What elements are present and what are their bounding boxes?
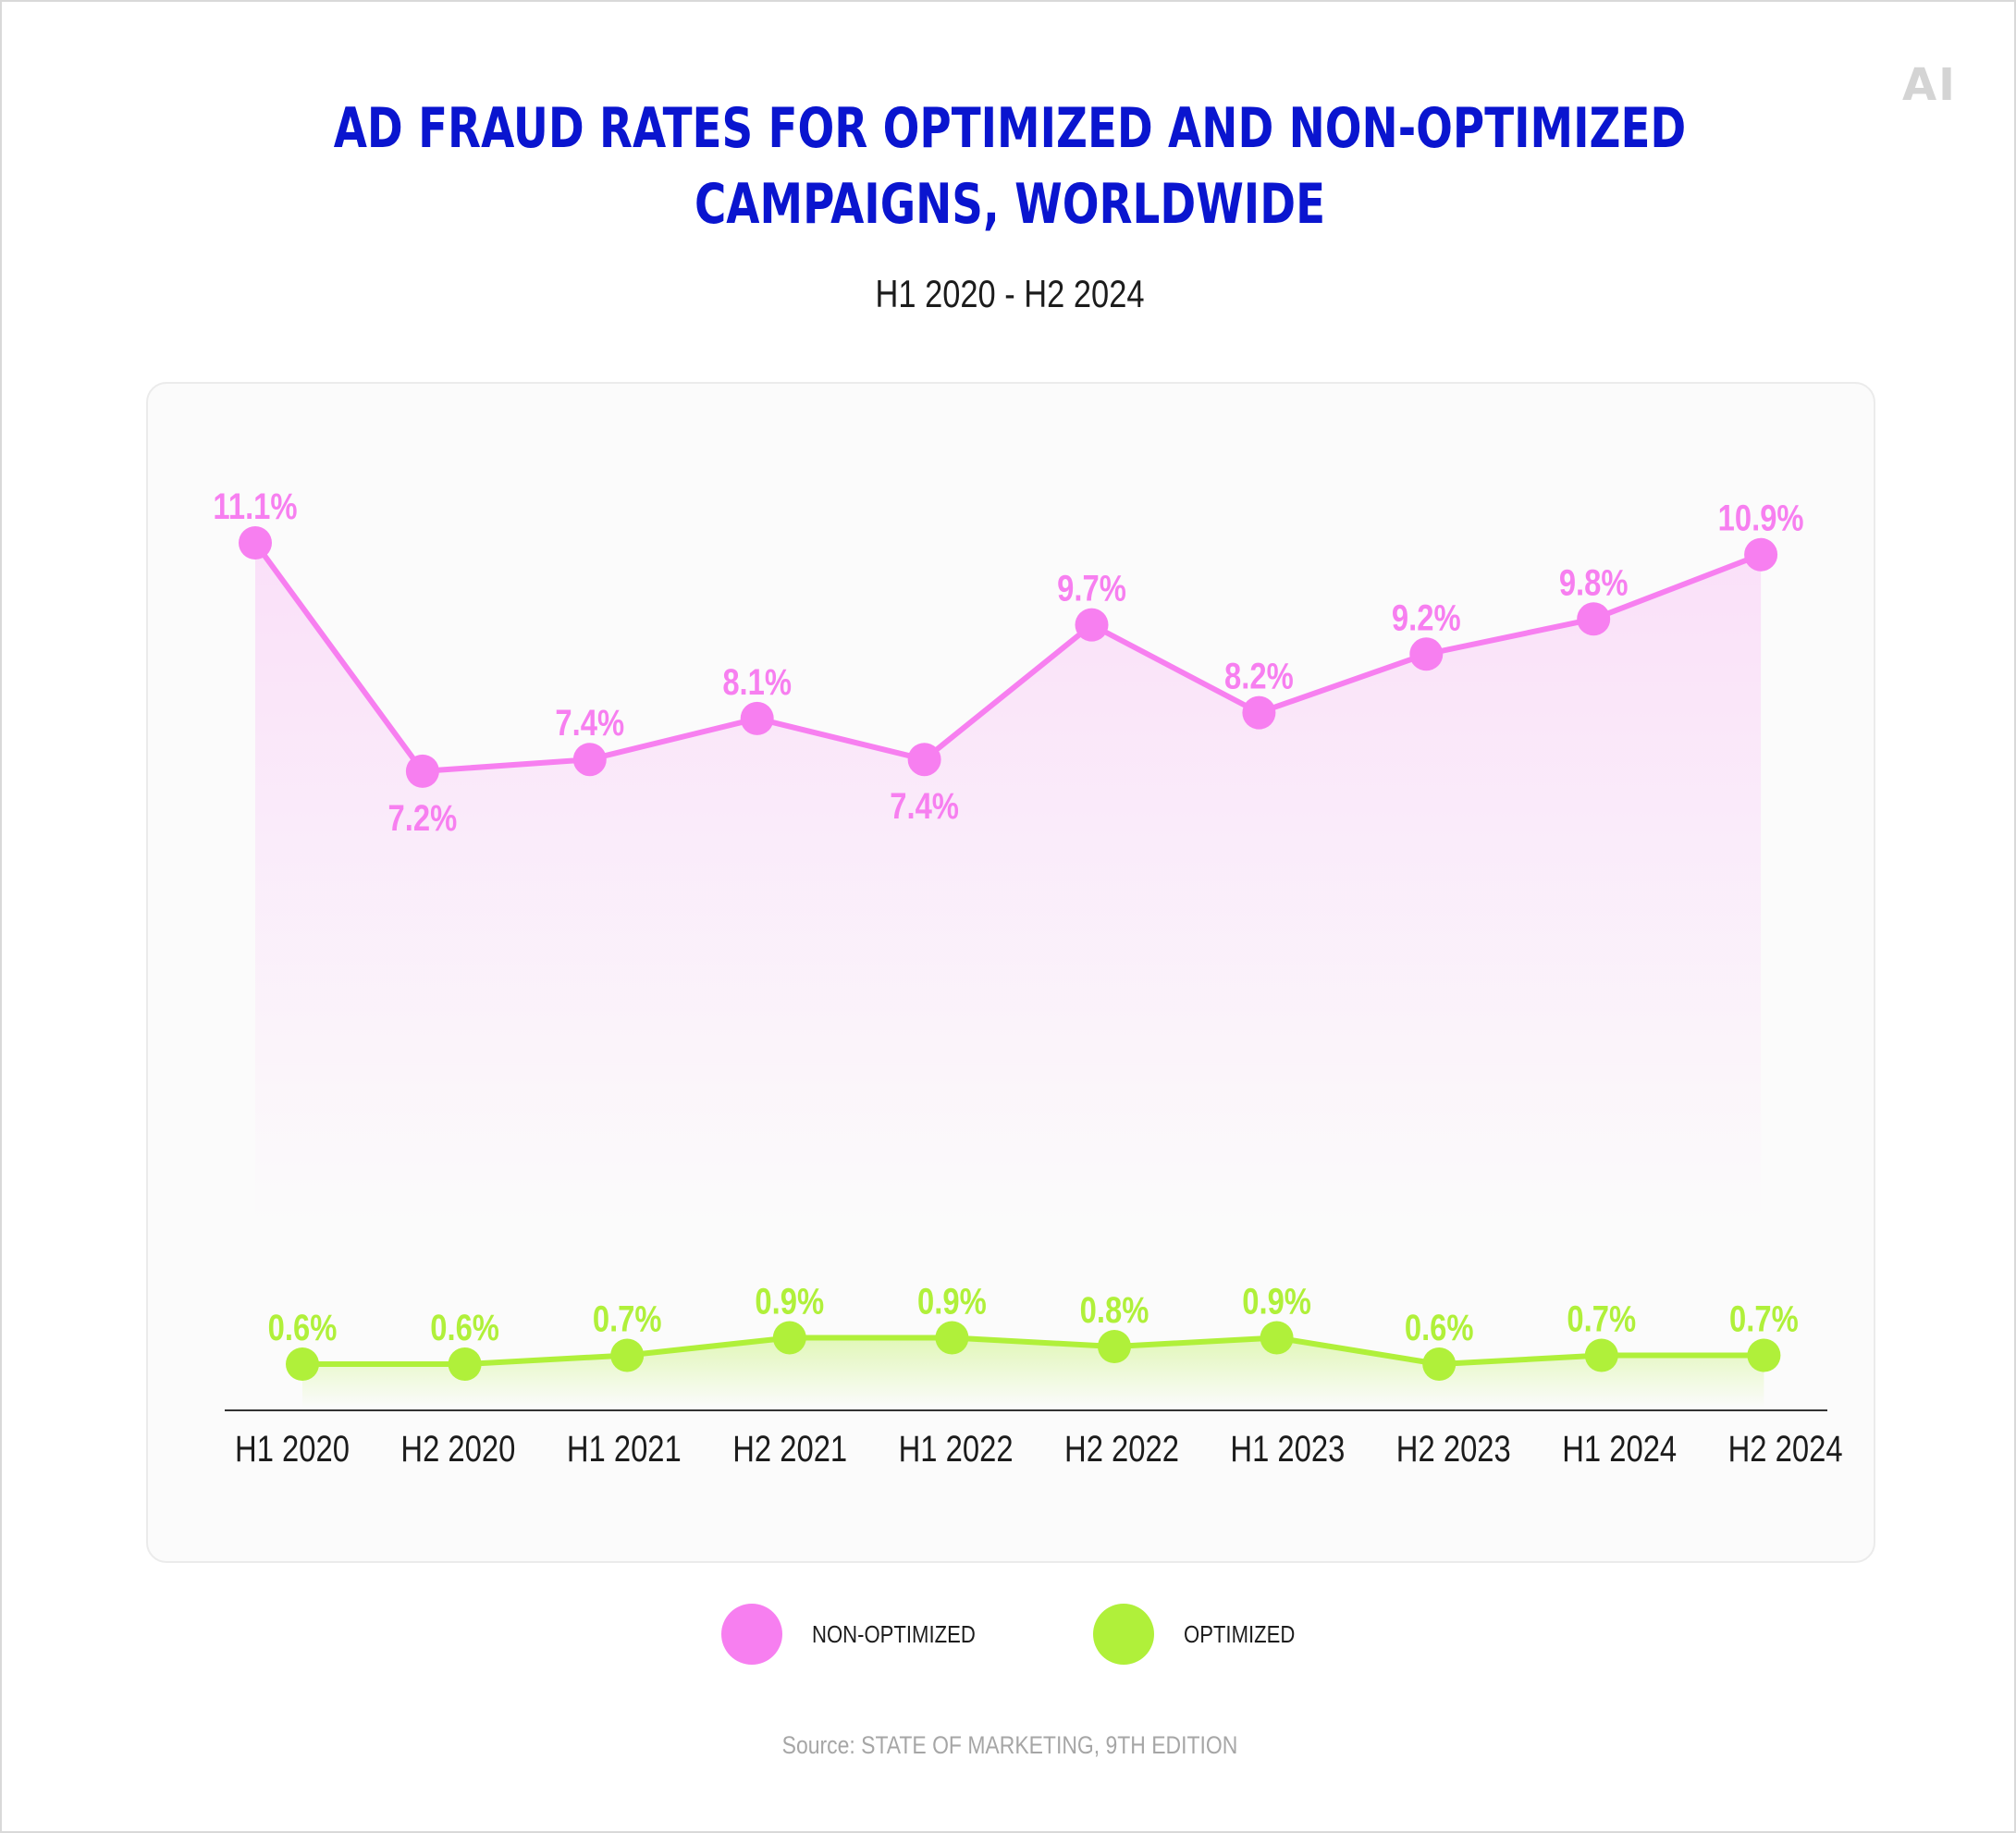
point-non-optimized-0 <box>239 526 272 560</box>
point-non-optimized-1 <box>405 754 439 788</box>
x-tick-label-1: H2 2020 <box>400 1428 515 1470</box>
data-label-non-optimized-8: 9.8% <box>1559 561 1629 603</box>
point-non-optimized-7 <box>1409 637 1444 671</box>
legend-label-non-optimized: NON-OPTIMIZED <box>812 1620 976 1648</box>
data-label-optimized-4: 0.9% <box>917 1280 987 1322</box>
x-tick-label-4: H1 2022 <box>899 1428 1014 1470</box>
x-tick-label-6: H1 2023 <box>1230 1428 1345 1470</box>
point-non-optimized-8 <box>1577 602 1611 636</box>
area-optimized <box>302 1337 1764 1408</box>
point-optimized-4 <box>935 1321 969 1355</box>
point-optimized-9 <box>1747 1338 1781 1372</box>
source-note: Source: STATE OF MARKETING, 9TH EDITION <box>781 1731 1238 1759</box>
data-label-non-optimized-9: 10.9% <box>1718 498 1804 539</box>
data-label-optimized-6: 0.9% <box>1242 1280 1311 1322</box>
data-label-optimized-0: 0.6% <box>268 1307 338 1348</box>
data-label-non-optimized-4: 7.4% <box>890 785 959 827</box>
data-label-optimized-5: 0.8% <box>1080 1289 1149 1331</box>
data-label-non-optimized-5: 9.7% <box>1057 568 1126 609</box>
chart-title: AD FRAUD RATES FOR OPTIMIZED AND NON-OPT… <box>224 91 1796 242</box>
data-label-non-optimized-6: 8.2% <box>1224 656 1294 697</box>
point-non-optimized-3 <box>740 701 774 735</box>
data-label-optimized-3: 0.9% <box>755 1280 824 1322</box>
point-non-optimized-5 <box>1075 608 1109 642</box>
data-label-non-optimized-0: 11.1% <box>213 486 297 527</box>
x-tick-label-7: H2 2023 <box>1396 1428 1511 1470</box>
data-label-optimized-7: 0.6% <box>1405 1307 1474 1348</box>
brand-logo: AI <box>1902 59 1958 111</box>
point-optimized-2 <box>610 1338 645 1372</box>
line-optimized <box>300 1335 1767 1367</box>
data-label-optimized-2: 0.7% <box>593 1298 662 1339</box>
point-non-optimized-2 <box>572 743 607 777</box>
area-non-optimized <box>255 543 1762 1223</box>
data-label-optimized-8: 0.7% <box>1567 1298 1636 1339</box>
data-label-optimized-9: 0.7% <box>1729 1298 1799 1339</box>
point-optimized-1 <box>448 1347 482 1381</box>
legend-swatch-non-optimized <box>721 1604 782 1665</box>
chart-title-line-1: AD FRAUD RATES FOR OPTIMIZED AND NON-OPT… <box>333 96 1687 161</box>
x-tick-label-9: H2 2024 <box>1728 1428 1843 1470</box>
point-optimized-6 <box>1260 1321 1294 1355</box>
point-optimized-3 <box>772 1321 806 1355</box>
data-label-non-optimized-7: 9.2% <box>1392 597 1461 638</box>
x-tick-label-0: H1 2020 <box>235 1428 350 1470</box>
chart-title-line-2: CAMPAIGNS, WORLDWIDE <box>694 172 1326 237</box>
x-tick-label-5: H2 2022 <box>1064 1428 1179 1470</box>
point-non-optimized-9 <box>1744 537 1778 572</box>
point-optimized-5 <box>1098 1330 1131 1363</box>
x-tick-label-3: H2 2021 <box>732 1428 847 1470</box>
point-non-optimized-4 <box>907 743 941 777</box>
point-optimized-8 <box>1584 1338 1618 1372</box>
point-non-optimized-6 <box>1242 695 1276 730</box>
legend-label-optimized: OPTIMIZED <box>1184 1620 1296 1648</box>
data-label-non-optimized-1: 7.2% <box>388 797 458 839</box>
x-tick-label-8: H1 2024 <box>1562 1428 1677 1470</box>
point-optimized-7 <box>1422 1347 1457 1381</box>
point-optimized-0 <box>286 1347 319 1381</box>
chart-subtitle: H1 2020 - H2 2024 <box>875 272 1145 315</box>
line-chart: 11.1% 7.2% 7.4% 8.1% 7.4% 9.7% 8.2% 9.2% 9.8% 10.… <box>213 486 1843 1470</box>
data-label-non-optimized-2: 7.4% <box>555 702 624 744</box>
chart-legend: NON-OPTIMIZED OPTIMIZED <box>2 1602 2016 1667</box>
x-tick-label-2: H1 2021 <box>567 1428 682 1470</box>
legend-swatch-optimized <box>1093 1604 1154 1665</box>
line-non-optimized <box>252 540 1764 774</box>
data-label-optimized-1: 0.6% <box>430 1307 499 1348</box>
data-label-non-optimized-3: 8.1% <box>722 661 792 703</box>
